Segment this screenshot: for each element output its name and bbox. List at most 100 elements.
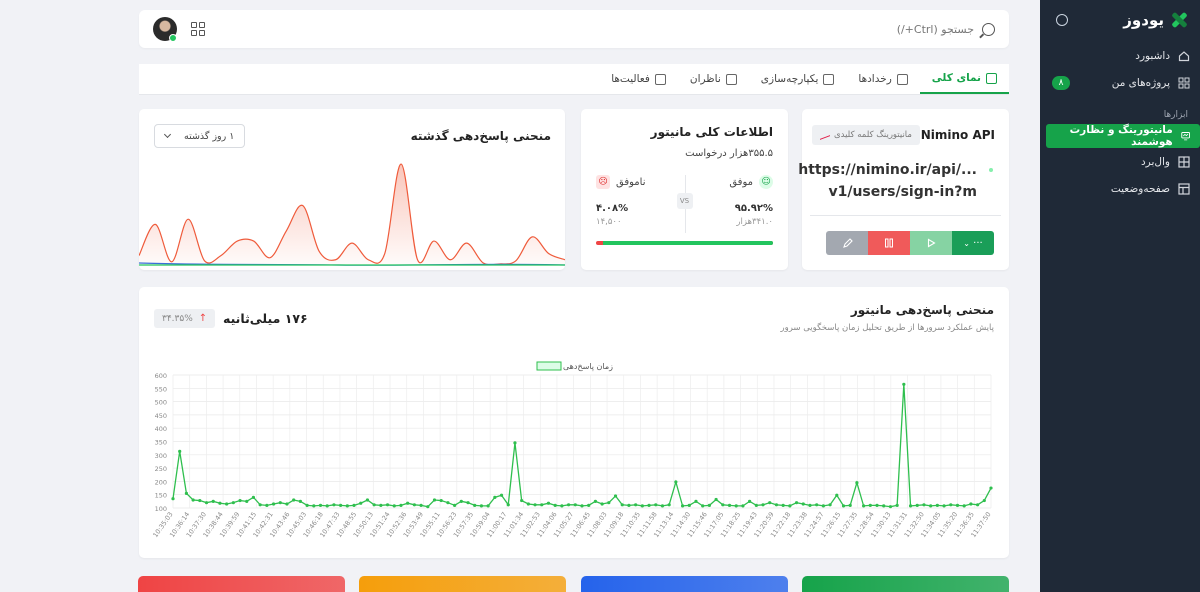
data-point xyxy=(325,504,329,508)
success-progress-bar xyxy=(596,241,773,245)
data-point xyxy=(392,504,396,508)
edit-button[interactable] xyxy=(826,231,868,255)
more-label: ··· xyxy=(973,237,983,249)
monitor-actions: ⌄ ··· xyxy=(826,231,994,255)
delta-value: ۳۴.۳۵% xyxy=(162,313,193,324)
data-point xyxy=(962,504,966,508)
response-curve-title: منحنی پاسخ‌دهی گذشته xyxy=(410,129,551,143)
sidebar-item-dashboard[interactable]: داشبورد xyxy=(1040,42,1200,69)
monitor-name: Nimino API xyxy=(920,128,995,142)
search-box[interactable]: جستجو (Ctrl+/) xyxy=(896,22,995,36)
avatar[interactable] xyxy=(153,17,177,42)
tab-activity[interactable]: فعالیت‌ها xyxy=(599,64,678,94)
summary-card-blue[interactable] xyxy=(581,576,788,592)
data-point xyxy=(654,503,658,507)
data-point xyxy=(620,503,624,507)
tab-label: فعالیت‌ها xyxy=(611,73,650,85)
data-point xyxy=(727,503,732,507)
data-point xyxy=(707,503,711,507)
brand-logo[interactable]: یودوز xyxy=(1123,11,1188,29)
summary-card-red[interactable] xyxy=(138,576,345,592)
add-widget-icon[interactable] xyxy=(191,22,205,36)
data-point xyxy=(513,441,517,445)
data-point xyxy=(882,504,886,508)
success-progress-fill xyxy=(603,241,773,245)
sidebar-item-status-page[interactable]: صفحه‌وضعیت xyxy=(1040,175,1200,202)
monitor-line-chart: زمان پاسخ‌دهی 100 150 200 250 300 350 400 450 500… xyxy=(151,361,993,539)
search-icon xyxy=(982,22,995,36)
response-area xyxy=(139,164,565,266)
data-point xyxy=(573,503,577,507)
home-icon xyxy=(1178,50,1190,61)
more-actions-button[interactable]: ⌄ ··· xyxy=(952,231,994,255)
response-curve-chart xyxy=(139,163,565,266)
watchers-icon xyxy=(725,73,737,85)
y-tick-label: 250 xyxy=(155,465,167,473)
fail-label: ناموفق xyxy=(616,176,646,188)
integration-icon xyxy=(823,73,835,85)
data-point xyxy=(305,503,309,507)
monitor-url-line2: v1/users/sign-in?m xyxy=(828,184,977,200)
data-point xyxy=(198,498,202,503)
chart-legend: زمان پاسخ‌دهی xyxy=(536,361,613,371)
data-point xyxy=(828,503,832,507)
data-point xyxy=(701,504,705,508)
data-point xyxy=(265,503,269,507)
summary-card-orange[interactable] xyxy=(359,576,566,592)
data-point xyxy=(245,499,249,503)
tab-overview[interactable]: نمای کلی xyxy=(919,64,1009,94)
y-tick-label: 600 xyxy=(155,372,167,380)
y-tick-label: 300 xyxy=(155,452,167,460)
projects-count-badge: ۸ xyxy=(1052,75,1070,90)
data-point xyxy=(399,503,403,507)
summary-card-green[interactable] xyxy=(802,576,1009,592)
chevron-down-icon: ⌄ xyxy=(963,238,970,248)
incidents-icon xyxy=(896,73,908,85)
data-point xyxy=(211,499,215,503)
data-point xyxy=(902,382,906,386)
data-point xyxy=(486,504,490,508)
data-point xyxy=(372,503,376,507)
grid-icon xyxy=(1178,77,1190,88)
sidebar-item-monitoring[interactable]: مانیتورینگ و نظارت هوشمند xyxy=(1046,124,1200,148)
monitor-url-line1: https://nimino.ir/api/... xyxy=(798,162,977,178)
pause-button[interactable] xyxy=(868,231,910,255)
monitor-chart-title: منحنی پاسخ‌دهی مانیتور xyxy=(850,303,994,317)
data-point xyxy=(714,497,718,502)
data-point xyxy=(298,499,302,503)
play-button[interactable] xyxy=(910,231,952,255)
sidebar-toggle-icon[interactable] xyxy=(1056,14,1068,26)
data-point xyxy=(748,499,752,503)
fail-percent: ۴.۰۸% xyxy=(596,203,629,214)
data-point xyxy=(687,503,691,507)
tab-integration[interactable]: یکپارچه‌سازی xyxy=(749,64,847,94)
data-point xyxy=(774,503,779,507)
data-point xyxy=(339,503,343,507)
data-point xyxy=(908,504,913,508)
search-placeholder: جستجو (Ctrl+/) xyxy=(896,22,974,36)
vs-badge: VS xyxy=(676,193,693,209)
data-point xyxy=(432,498,437,502)
monitor-url[interactable]: https://nimino.ir/api/... v1/users/sign-… xyxy=(798,159,1009,203)
data-point xyxy=(184,491,189,495)
data-point xyxy=(754,503,758,507)
data-point xyxy=(506,503,510,507)
tab-watchers[interactable]: ناظران xyxy=(678,64,749,94)
tab-incidents[interactable]: رخدادها xyxy=(846,64,919,94)
data-point xyxy=(761,503,765,507)
data-point xyxy=(788,504,792,508)
success-percent: ۹۵.۹۲% xyxy=(734,203,773,214)
data-point xyxy=(278,501,282,505)
board-icon xyxy=(1178,155,1190,168)
data-point xyxy=(406,501,410,505)
time-range-select[interactable]: ۱ روز گذشته xyxy=(154,124,246,148)
sidebar-item-wallboard[interactable]: وال‌برد xyxy=(1040,148,1200,175)
data-point xyxy=(526,502,530,506)
sidebar-item-projects[interactable]: پروژه‌های من ۸ xyxy=(1040,69,1200,96)
data-point xyxy=(627,503,631,507)
data-point xyxy=(566,503,571,507)
data-point xyxy=(426,505,430,509)
data-point xyxy=(607,501,611,505)
data-point xyxy=(768,501,772,505)
data-point xyxy=(218,501,222,505)
